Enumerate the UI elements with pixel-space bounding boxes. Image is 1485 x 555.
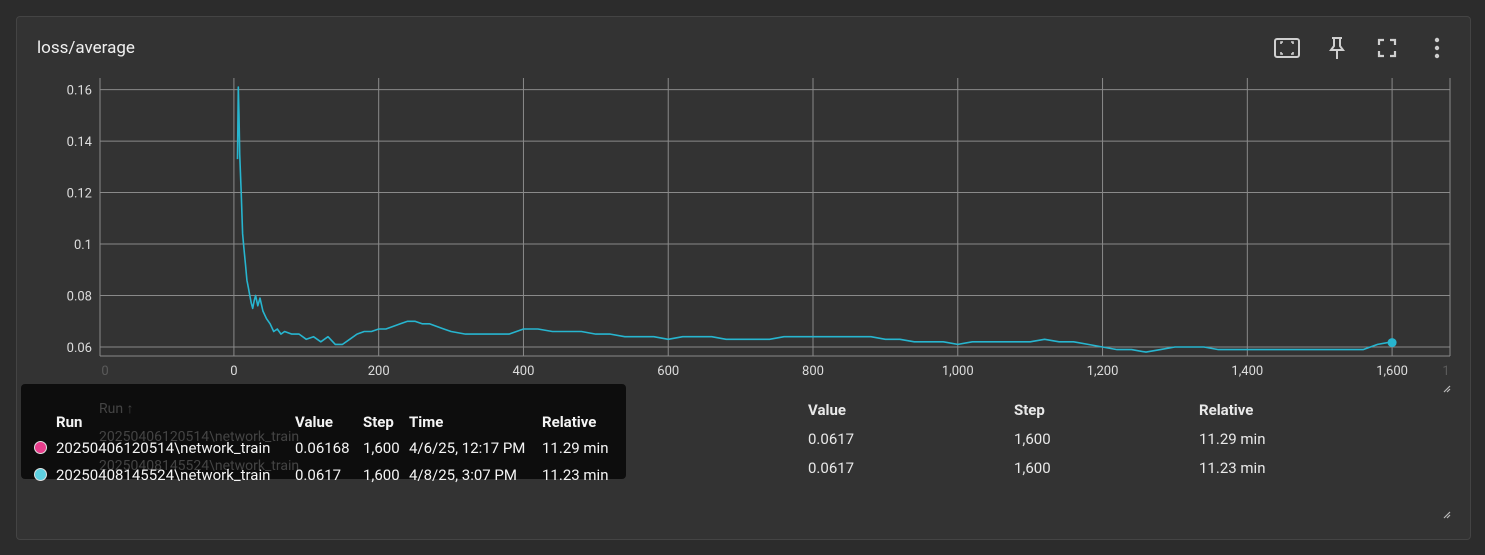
series-line[interactable] bbox=[236, 86, 1393, 353]
y-tick-label: 0.08 bbox=[67, 290, 92, 305]
run-color-dot bbox=[34, 468, 47, 481]
resize-handle-icon[interactable] bbox=[1443, 511, 1451, 519]
pin-icon bbox=[1329, 37, 1345, 59]
more-options-button[interactable] bbox=[1422, 34, 1452, 62]
more-vert-icon bbox=[1434, 37, 1440, 59]
tooltip-value: 0.0617 bbox=[295, 466, 342, 484]
tooltip-header-run: Run bbox=[56, 413, 83, 431]
x-tick-label: 1,600 bbox=[1376, 364, 1408, 379]
x-tick-label: 400 bbox=[512, 364, 534, 379]
x-tick-label: 1,000 bbox=[942, 364, 974, 379]
table-header-relative[interactable]: Relative bbox=[1199, 401, 1254, 419]
table-cell-value: 0.0617 bbox=[808, 430, 855, 448]
tooltip-relative: 11.29 min bbox=[542, 439, 609, 457]
ghost-row: 20250408145524\network_train bbox=[99, 458, 300, 474]
tooltip-header-value: Value bbox=[295, 413, 333, 431]
card-title: loss/average bbox=[37, 38, 135, 58]
hover-point-marker bbox=[1387, 338, 1397, 348]
hover-tooltip: Run ↑ 20250406120514\network_train 20250… bbox=[21, 384, 626, 484]
ghost-header: Run ↑ bbox=[99, 401, 134, 417]
x-tick-label: 200 bbox=[368, 364, 390, 379]
tooltip-header-time: Time bbox=[409, 413, 444, 431]
tooltip-step: 1,600 bbox=[363, 439, 400, 457]
table-cell-relative: 11.29 min bbox=[1199, 430, 1266, 448]
table-cell-step: 1,600 bbox=[1014, 459, 1051, 477]
tooltip-relative: 11.23 min bbox=[542, 466, 609, 484]
x-tick-label: 600 bbox=[657, 364, 679, 379]
tooltip-time: 4/6/25, 12:17 PM bbox=[409, 439, 526, 457]
y-tick-label: 0.1 bbox=[74, 238, 92, 253]
y-tick-label: 0.06 bbox=[67, 341, 92, 356]
x-tick-label: 0 bbox=[230, 364, 237, 379]
x-tick-label: 1,200 bbox=[1087, 364, 1119, 379]
x-tick-label: 800 bbox=[802, 364, 824, 379]
tooltip-time: 4/8/25, 3:07 PM bbox=[409, 466, 517, 484]
fit-domain-icon bbox=[1274, 38, 1300, 58]
tooltip-header-step: Step bbox=[363, 413, 394, 431]
tooltip-run-name: 20250406120514\network_train bbox=[56, 439, 271, 457]
table-cell-step: 1,600 bbox=[1014, 430, 1051, 448]
tooltip-run-name: 20250408145524\network_train bbox=[56, 466, 271, 484]
pin-button[interactable] bbox=[1322, 34, 1352, 62]
x-tick-label: 1,400 bbox=[1231, 364, 1263, 379]
fit-domain-button[interactable] bbox=[1272, 34, 1302, 62]
table-header-value[interactable]: Value bbox=[808, 401, 846, 419]
line-chart[interactable]: 0.06 0.08 0.1 0.12 0.14 0.16 0 200 400 600 800 1,00… bbox=[0, 0, 1485, 400]
table-header-step[interactable]: Step bbox=[1014, 401, 1045, 419]
tooltip-step: 1,600 bbox=[363, 466, 400, 484]
y-tick-label: 0.12 bbox=[67, 187, 92, 202]
x-tick-label-clipped: 1 bbox=[1442, 364, 1449, 379]
table-cell-relative: 11.23 min bbox=[1199, 459, 1266, 477]
table-cell-value: 0.0617 bbox=[808, 459, 855, 477]
run-color-dot bbox=[34, 441, 47, 454]
tooltip-header-relative: Relative bbox=[542, 413, 597, 431]
y-tick-label: 0.14 bbox=[67, 135, 93, 150]
resize-handle-icon[interactable] bbox=[1443, 385, 1451, 393]
fullscreen-icon bbox=[1377, 38, 1397, 58]
x-tick-label-clipped: 0 bbox=[101, 364, 108, 379]
ghost-row: 20250406120514\network_train bbox=[99, 429, 300, 445]
tooltip-value: 0.06168 bbox=[295, 439, 350, 457]
fullscreen-button[interactable] bbox=[1372, 34, 1402, 62]
card-toolbar bbox=[1272, 34, 1452, 62]
y-tick-label: 0.16 bbox=[67, 84, 92, 99]
